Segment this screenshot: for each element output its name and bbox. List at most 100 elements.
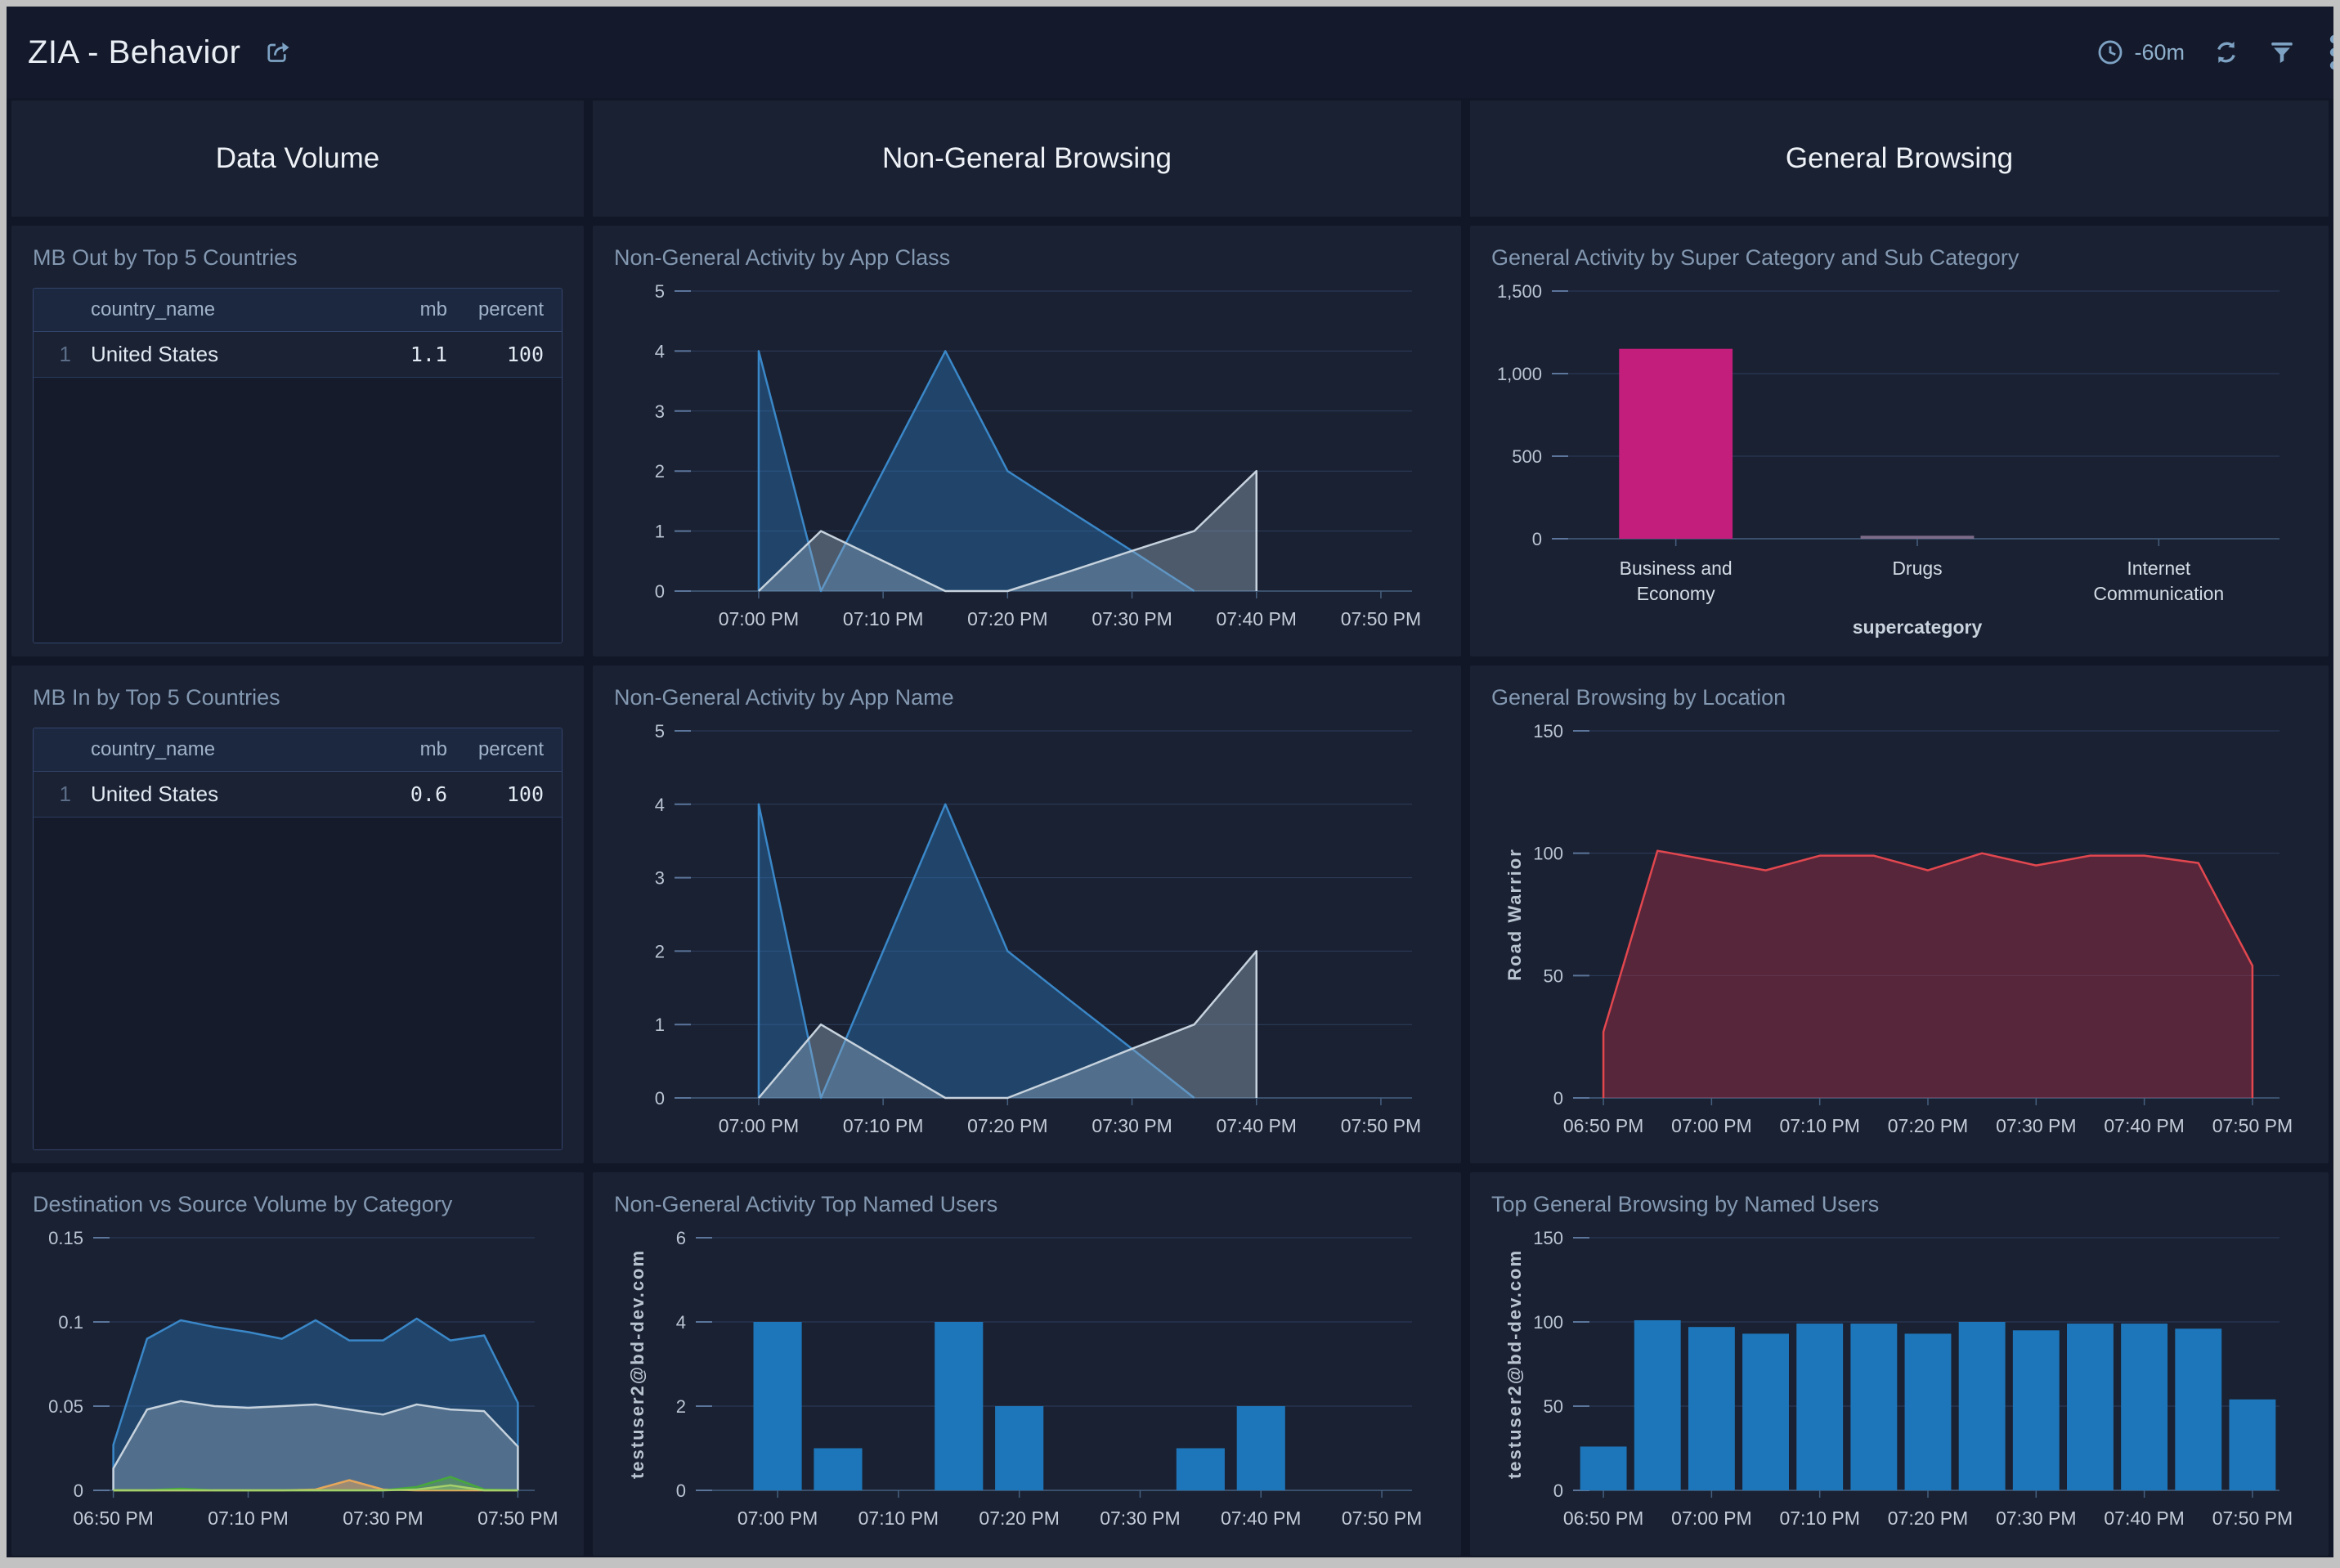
chart-nongeneral-users[interactable]: 0 2 4 6 07:00 PM 07:10 PM 07:20 PM 07:30 PM 07:4… <box>614 1225 1440 1544</box>
chart-location[interactable]: 0 50 100 150 06:50 PM 07:00 PM 07:10 PM 07:20 P… <box>1491 718 2307 1152</box>
column-header-percent[interactable]: percent <box>477 738 544 760</box>
svg-text:4: 4 <box>676 1312 686 1333</box>
cell-mb: 1.1 <box>410 343 447 366</box>
svg-text:07:00 PM: 07:00 PM <box>719 1115 799 1136</box>
svg-text:07:20 PM: 07:20 PM <box>967 608 1047 629</box>
table-row: 1 United States 1.1 100 <box>34 332 562 378</box>
svg-text:Internet: Internet <box>2127 558 2191 579</box>
row-index: 1 <box>59 782 71 806</box>
svg-text:Business and: Business and <box>1620 558 1733 579</box>
dashboard-grid: Data Volume Non-General Browsing General… <box>7 98 2333 1556</box>
panel-dest-vs-source: Destination vs Source Volume by Category… <box>11 1172 584 1556</box>
table-row: 1 United States 0.6 100 <box>34 772 562 818</box>
svg-text:06:50 PM: 06:50 PM <box>73 1508 153 1529</box>
svg-text:supercategory: supercategory <box>1853 616 1983 638</box>
table-mb-out: country_name mb percent 1 United States 1.1 10… <box>33 288 563 643</box>
svg-text:1,000: 1,000 <box>1497 364 1542 384</box>
chart-dest-vs-source[interactable]: 0 0.05 0.1 0.15 06:50 PM 07:10 PM 07:30 PM 07:5… <box>33 1225 563 1544</box>
svg-text:500: 500 <box>1512 446 1542 467</box>
svg-text:07:10 PM: 07:10 PM <box>1779 1115 1859 1136</box>
svg-text:07:30 PM: 07:30 PM <box>1996 1508 2076 1529</box>
panel-title: Non-General Activity Top Named Users <box>614 1192 998 1216</box>
chart-general-users[interactable]: 0 50 100 150 06:50 PM 07:00 PM 07:10 PM 07:20 P… <box>1491 1225 2307 1544</box>
svg-text:100: 100 <box>1533 1312 1563 1333</box>
cell-country-name: United States <box>91 782 219 806</box>
panel-mb-out: MB Out by Top 5 Countries country_name mb… <box>11 226 584 656</box>
svg-text:2: 2 <box>676 1396 686 1417</box>
table-header-row: country_name mb percent <box>34 289 562 332</box>
svg-text:0: 0 <box>655 581 665 602</box>
row-index: 1 <box>59 342 71 366</box>
chart-supercategory[interactable]: 0 500 1,000 1,500 Business and Economy Drugs In… <box>1491 278 2307 645</box>
svg-text:07:00 PM: 07:00 PM <box>719 608 799 629</box>
panel-title: Non-General Activity by App Name <box>614 685 954 710</box>
svg-text:07:00 PM: 07:00 PM <box>1671 1508 1751 1529</box>
svg-text:07:30 PM: 07:30 PM <box>1100 1508 1180 1529</box>
cell-country-name: United States <box>91 342 219 366</box>
svg-text:07:10 PM: 07:10 PM <box>1779 1508 1859 1529</box>
chart-app-name[interactable]: 0 1 2 3 4 5 07:00 PM 07:10 PM 07:20 PM 07:30 PM 07… <box>614 718 1440 1152</box>
panel-title: Non-General Activity by App Class <box>614 245 951 270</box>
table-header-row: country_name mb percent <box>34 728 562 772</box>
share-icon[interactable] <box>263 38 293 67</box>
svg-text:07:40 PM: 07:40 PM <box>2104 1115 2184 1136</box>
section-header-general-browsing: General Browsing <box>1470 101 2329 217</box>
svg-text:150: 150 <box>1533 721 1563 741</box>
dashboard-title: ZIA - Behavior <box>28 34 241 70</box>
svg-text:07:30 PM: 07:30 PM <box>1092 1115 1172 1136</box>
svg-text:Economy: Economy <box>1637 583 1715 604</box>
svg-text:4: 4 <box>655 795 665 815</box>
svg-text:07:30 PM: 07:30 PM <box>1996 1115 2076 1136</box>
svg-text:0: 0 <box>655 1088 665 1109</box>
cell-mb: 0.6 <box>410 782 447 806</box>
svg-text:50: 50 <box>1544 965 1563 986</box>
svg-text:07:40 PM: 07:40 PM <box>1217 608 1297 629</box>
svg-text:50: 50 <box>1544 1396 1563 1417</box>
svg-text:0: 0 <box>676 1481 686 1501</box>
svg-text:07:20 PM: 07:20 PM <box>967 1115 1047 1136</box>
column-header-mb[interactable]: mb <box>419 738 447 760</box>
svg-text:07:10 PM: 07:10 PM <box>843 1115 923 1136</box>
svg-text:07:30 PM: 07:30 PM <box>343 1508 423 1529</box>
svg-text:07:00 PM: 07:00 PM <box>737 1508 818 1529</box>
panel-nongeneral-users: Non-General Activity Top Named Users 0 2 4… <box>593 1172 1461 1556</box>
cell-percent: 100 <box>506 782 544 806</box>
svg-text:150: 150 <box>1533 1228 1563 1248</box>
panel-title: MB Out by Top 5 Countries <box>33 245 298 270</box>
svg-text:0.1: 0.1 <box>58 1312 83 1333</box>
svg-text:0: 0 <box>1532 529 1542 549</box>
panel-title: Top General Browsing by Named Users <box>1491 1192 1880 1216</box>
column-header-mb[interactable]: mb <box>419 298 447 320</box>
svg-text:0: 0 <box>1553 1481 1563 1501</box>
svg-text:2: 2 <box>655 461 665 482</box>
svg-text:1,500: 1,500 <box>1497 281 1542 302</box>
svg-text:07:50 PM: 07:50 PM <box>477 1508 558 1529</box>
svg-text:Communication: Communication <box>2093 583 2224 604</box>
chart-app-class[interactable]: 0 1 2 3 4 5 07:00 PM 07:10 PM 07:20 PM 07:30 PM 07… <box>614 278 1440 645</box>
svg-text:07:50 PM: 07:50 PM <box>1341 608 1421 629</box>
column-header-country_name[interactable]: country_name <box>91 738 216 760</box>
time-range-label: -60m <box>2134 39 2185 65</box>
svg-text:testuser2@bd-dev.com: testuser2@bd-dev.com <box>627 1249 648 1479</box>
panel-supercategory: General Activity by Super Category and S… <box>1470 226 2329 656</box>
panel-mb-in: MB In by Top 5 Countries country_name mb p… <box>11 665 584 1163</box>
column-header-percent[interactable]: percent <box>477 298 544 320</box>
svg-text:Drugs: Drugs <box>1892 558 1942 579</box>
svg-text:5: 5 <box>655 281 665 302</box>
svg-text:0.15: 0.15 <box>48 1228 83 1248</box>
filter-icon[interactable] <box>2268 38 2296 66</box>
svg-text:100: 100 <box>1533 844 1563 864</box>
svg-text:07:50 PM: 07:50 PM <box>1342 1508 1422 1529</box>
more-menu-icon[interactable] <box>2324 34 2333 70</box>
time-range-button[interactable]: -60m <box>2096 38 2185 66</box>
svg-text:07:40 PM: 07:40 PM <box>2104 1508 2184 1529</box>
refresh-icon[interactable] <box>2212 38 2240 66</box>
svg-text:07:10 PM: 07:10 PM <box>858 1508 939 1529</box>
svg-text:3: 3 <box>655 401 665 422</box>
svg-text:3: 3 <box>655 868 665 889</box>
panel-general-users: Top General Browsing by Named Users 0 50 1… <box>1470 1172 2329 1556</box>
column-header-country_name[interactable]: country_name <box>91 298 216 320</box>
svg-text:6: 6 <box>676 1228 686 1248</box>
table-empty-area <box>34 378 562 643</box>
